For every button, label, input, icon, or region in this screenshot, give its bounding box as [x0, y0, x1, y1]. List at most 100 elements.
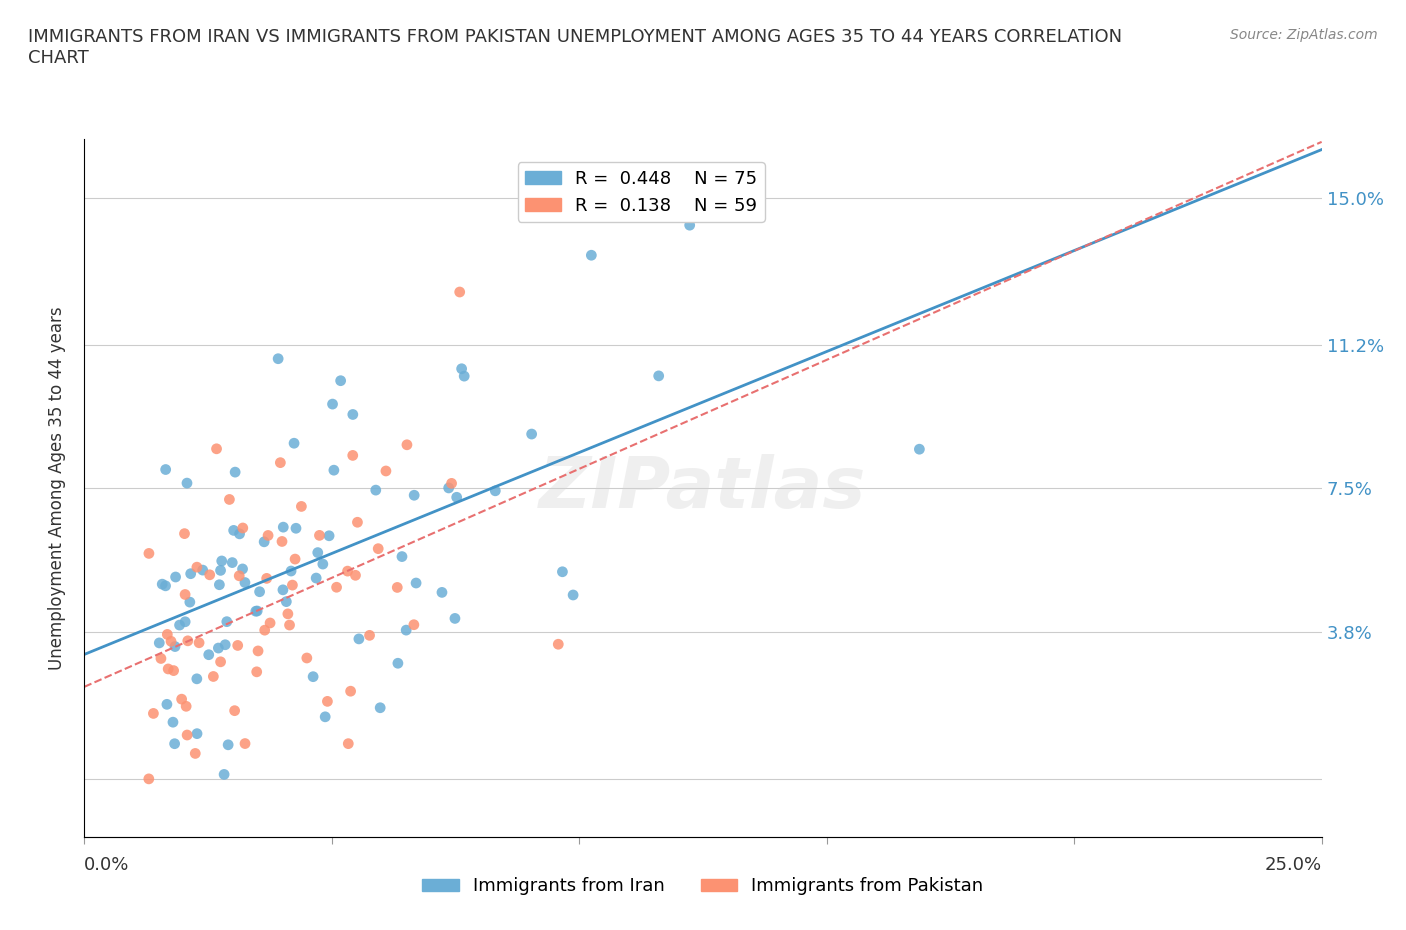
- Point: [347, 631, 370, 646]
- Point: [305, 571, 328, 586]
- Point: [162, 663, 184, 678]
- Point: [221, 555, 243, 570]
- Point: [156, 697, 179, 711]
- Point: [186, 671, 208, 686]
- Point: [367, 541, 389, 556]
- Y-axis label: Unemployment Among Ages 35 to 44 years: Unemployment Among Ages 35 to 44 years: [48, 307, 66, 670]
- Point: [283, 436, 305, 451]
- Point: [186, 726, 208, 741]
- Point: [339, 684, 361, 698]
- Point: [364, 483, 387, 498]
- Point: [228, 568, 250, 583]
- Point: [302, 670, 325, 684]
- Point: [402, 618, 425, 632]
- Point: [170, 692, 193, 707]
- Point: [155, 578, 177, 593]
- Point: [346, 515, 368, 530]
- Point: [163, 737, 186, 751]
- Point: [247, 644, 270, 658]
- Point: [444, 611, 467, 626]
- Point: [359, 628, 381, 643]
- Point: [138, 772, 160, 787]
- Point: [449, 285, 471, 299]
- Point: [647, 368, 669, 383]
- Point: [271, 534, 294, 549]
- Point: [391, 549, 413, 564]
- Point: [295, 651, 318, 666]
- Point: [155, 462, 177, 477]
- Point: [430, 585, 453, 600]
- Point: [180, 566, 202, 581]
- Point: [142, 706, 165, 721]
- Point: [233, 737, 256, 751]
- Point: [209, 563, 232, 578]
- Point: [174, 587, 197, 602]
- Point: [228, 526, 250, 541]
- Point: [318, 528, 340, 543]
- Text: Source: ZipAtlas.com: Source: ZipAtlas.com: [1230, 28, 1378, 42]
- Point: [368, 700, 391, 715]
- Point: [207, 641, 229, 656]
- Point: [150, 577, 173, 591]
- Point: [224, 465, 246, 480]
- Point: [450, 362, 472, 377]
- Point: [148, 635, 170, 650]
- Point: [278, 618, 301, 632]
- Point: [395, 623, 418, 638]
- Point: [277, 606, 299, 621]
- Text: ZIPatlas: ZIPatlas: [540, 454, 866, 523]
- Point: [325, 579, 347, 594]
- Point: [149, 651, 172, 666]
- Point: [290, 499, 312, 514]
- Point: [198, 567, 221, 582]
- Point: [165, 569, 187, 584]
- Point: [387, 656, 409, 671]
- Point: [257, 528, 280, 543]
- Point: [162, 715, 184, 730]
- Point: [312, 557, 335, 572]
- Point: [404, 488, 426, 503]
- Point: [446, 490, 468, 505]
- Point: [253, 623, 276, 638]
- Point: [202, 669, 225, 684]
- Point: [256, 571, 278, 586]
- Point: [284, 551, 307, 566]
- Point: [440, 476, 463, 491]
- Point: [138, 546, 160, 561]
- Point: [209, 655, 232, 670]
- Point: [186, 560, 208, 575]
- Point: [253, 535, 276, 550]
- Point: [547, 637, 569, 652]
- Point: [224, 703, 246, 718]
- Point: [581, 247, 603, 262]
- Point: [314, 710, 336, 724]
- Point: [337, 737, 360, 751]
- Point: [197, 647, 219, 662]
- Point: [520, 427, 543, 442]
- Point: [184, 746, 207, 761]
- Point: [246, 664, 269, 679]
- Point: [551, 565, 574, 579]
- Point: [336, 564, 359, 578]
- Point: [908, 442, 931, 457]
- Point: [679, 218, 702, 232]
- Point: [233, 575, 256, 590]
- Point: [259, 616, 281, 631]
- Point: [169, 618, 191, 632]
- Point: [245, 604, 267, 618]
- Point: [174, 698, 197, 713]
- Point: [212, 767, 235, 782]
- Point: [484, 484, 506, 498]
- Point: [232, 562, 254, 577]
- Point: [269, 455, 291, 470]
- Point: [160, 634, 183, 649]
- Point: [281, 578, 304, 592]
- Point: [562, 588, 585, 603]
- Point: [285, 521, 308, 536]
- Point: [342, 448, 364, 463]
- Point: [226, 638, 249, 653]
- Point: [387, 580, 409, 595]
- Point: [157, 661, 180, 676]
- Point: [308, 528, 330, 543]
- Point: [342, 407, 364, 422]
